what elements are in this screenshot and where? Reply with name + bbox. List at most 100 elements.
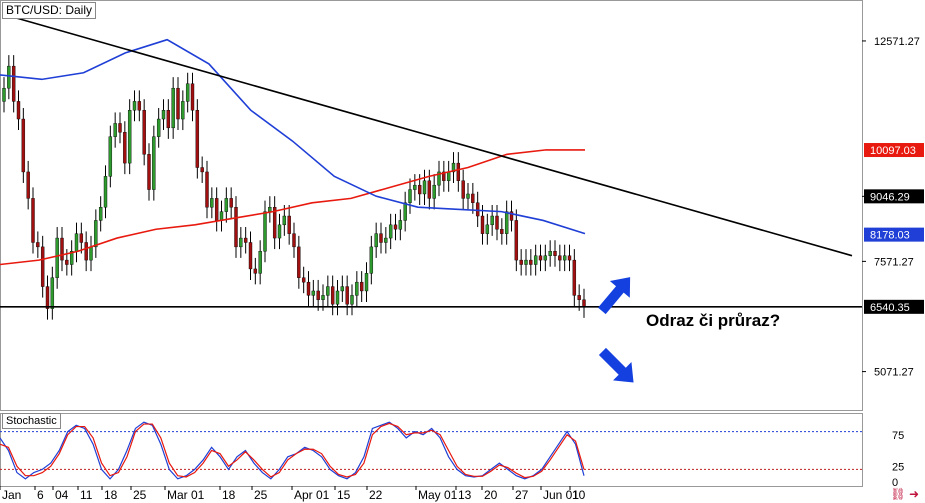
candle-body <box>500 229 504 234</box>
candle-body <box>74 233 79 252</box>
x-tick-label: Apr 01 <box>294 488 330 502</box>
candle-body <box>21 118 26 173</box>
candle-body <box>451 162 456 173</box>
candle-body <box>403 202 407 221</box>
candle-body <box>490 215 494 226</box>
candle-body <box>229 198 233 208</box>
footer-icons[interactable]: ⛓ ➜ <box>890 487 919 501</box>
x-tick-label: Mar 01 <box>167 488 205 502</box>
x-tick-label: 18 <box>104 488 118 502</box>
candle-body <box>577 295 581 300</box>
x-tick-label: 25 <box>254 488 268 502</box>
series-line-ma50 <box>0 38 586 235</box>
candle-body <box>65 259 69 265</box>
candle-body <box>292 233 296 248</box>
candle-body <box>40 246 45 287</box>
stochastic-tick-label: 75 <box>892 430 904 442</box>
candle-body <box>456 162 461 181</box>
candle-body <box>413 184 417 190</box>
candle-body <box>156 118 161 137</box>
candle-body <box>79 233 84 243</box>
candle-body <box>118 123 122 133</box>
candle-body <box>181 101 185 120</box>
candle-body <box>166 110 171 129</box>
candle-body <box>98 207 103 221</box>
candle-body <box>548 251 552 256</box>
candle-body <box>543 255 548 261</box>
candle-body <box>171 87 175 129</box>
candle-body <box>495 215 499 230</box>
candle-body <box>350 295 354 305</box>
stochastic-panel-frame <box>0 413 863 487</box>
candle-body <box>340 286 345 292</box>
candle-body <box>268 207 272 212</box>
candle-body <box>374 233 378 248</box>
candle-body <box>16 101 21 120</box>
candle-body <box>321 295 325 300</box>
candle-body <box>239 237 243 248</box>
x-tick-label: 22 <box>369 488 383 502</box>
candle-body <box>161 110 166 120</box>
exit-icon[interactable]: ➜ <box>908 487 919 501</box>
candle-body <box>432 184 436 199</box>
candle-body <box>152 136 156 190</box>
candle-body <box>562 255 567 261</box>
candle-body <box>2 87 6 102</box>
link-icon[interactable]: ⛓ <box>890 487 906 501</box>
x-tick-label: 27 <box>515 488 529 502</box>
candle-body <box>461 180 465 199</box>
candle-body <box>442 171 446 181</box>
x-tick-label: 11 <box>80 488 93 502</box>
candle-body <box>437 171 441 186</box>
candle-body <box>176 87 180 120</box>
x-tick-label: 25 <box>133 488 147 502</box>
stochastic-d-line <box>0 422 585 479</box>
candle-body <box>137 101 142 111</box>
price-tick-label: 12571.27 <box>874 36 920 48</box>
candle-body <box>50 277 55 309</box>
candle-body <box>210 198 214 208</box>
price-marker-box <box>864 143 924 158</box>
stochastic-label: Stochastic <box>2 413 61 429</box>
price-marker-box <box>864 299 924 314</box>
candle-body <box>519 259 523 265</box>
candle-body <box>103 176 108 208</box>
candle-body <box>553 251 557 256</box>
price-marker-box <box>864 227 924 242</box>
candle-body <box>31 198 35 243</box>
candle-body <box>417 184 422 195</box>
candle-body <box>524 259 528 265</box>
candle-body <box>219 211 224 221</box>
stochastic-tick-label: 0 <box>892 477 898 489</box>
x-tick-label: 04 <box>55 488 69 502</box>
candle-body <box>316 290 320 300</box>
candle-body <box>113 123 117 137</box>
candle-body <box>108 136 113 177</box>
trendline <box>14 16 853 257</box>
candle-body <box>408 189 412 203</box>
candle-body <box>379 233 383 243</box>
candle-body <box>277 224 282 239</box>
candle-body <box>94 220 98 248</box>
candle-body <box>345 286 349 305</box>
candle-body <box>326 286 330 296</box>
x-tick-label: 18 <box>222 488 236 502</box>
candle-body <box>272 207 277 239</box>
stochastic-k-line <box>0 421 585 480</box>
candle-body <box>84 242 88 261</box>
candle-body <box>147 154 151 190</box>
stochastic-tick-label: 25 <box>892 461 904 473</box>
candle-body <box>398 220 403 230</box>
candle-body <box>301 277 306 283</box>
candle-body <box>364 273 369 292</box>
annotation-text: Odraz či průraz? <box>646 311 781 330</box>
candle-body <box>36 242 40 248</box>
candle-body <box>480 215 485 234</box>
chart-title: BTC/USD: Daily <box>2 2 97 19</box>
candle-body <box>123 132 127 164</box>
price-marker-label: 6540.35 <box>870 302 910 314</box>
arrow-up-shape <box>598 277 631 315</box>
candle-body <box>263 211 267 252</box>
candle-body <box>7 65 11 89</box>
candle-body <box>311 290 316 296</box>
